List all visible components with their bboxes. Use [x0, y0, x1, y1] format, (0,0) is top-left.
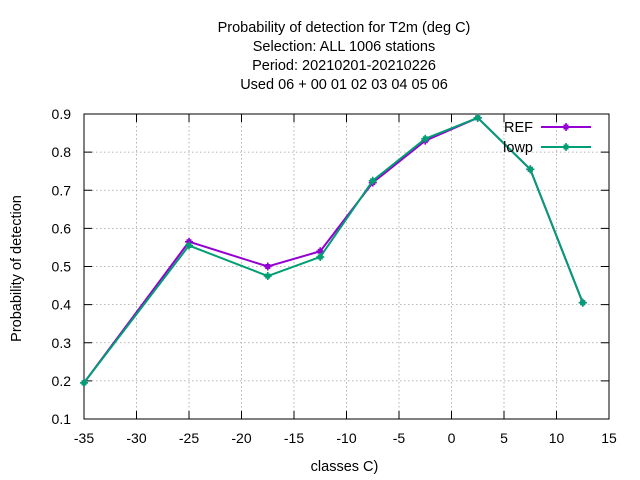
y-axis-tick-labels: 0.1 0.2 0.3 0.4 0.5 0.6 0.7 0.8 0.9 — [52, 106, 72, 427]
chart-title: Probability of detection for T2m (deg C)… — [218, 20, 471, 93]
data-point — [185, 241, 193, 250]
data-point — [578, 298, 587, 307]
legend-item: REF — [504, 120, 591, 136]
chart-title-line: Selection: ALL 1006 stations — [253, 39, 435, 55]
y-tick-label: 0.7 — [52, 182, 72, 198]
legend-item: lowp — [503, 140, 591, 156]
x-tick-label: 0 — [448, 430, 456, 446]
x-tick-label: -15 — [284, 430, 304, 446]
y-tick-label: 0.3 — [52, 335, 72, 351]
y-tick-label: 0.9 — [52, 106, 72, 122]
y-tick-label: 0.6 — [52, 220, 72, 236]
x-tick-label: -5 — [393, 430, 406, 446]
y-axis-label: Probability of detection — [9, 195, 25, 342]
chart-title-line: Used 06 + 00 01 02 03 04 05 06 — [240, 77, 448, 93]
x-tick-label: -30 — [126, 430, 146, 446]
x-tick-label: 5 — [500, 430, 508, 446]
legend-label: REF — [504, 120, 533, 136]
series-lowp — [80, 113, 587, 387]
y-tick-label: 0.2 — [52, 373, 72, 389]
y-tick-label: 0.1 — [52, 411, 72, 427]
legend: REF lowp — [503, 120, 591, 156]
series — [80, 113, 587, 387]
y-tick-label: 0.4 — [52, 297, 72, 313]
legend-label: lowp — [503, 140, 533, 156]
data-point — [421, 134, 430, 143]
x-axis-label: classes C) — [311, 459, 379, 475]
data-point — [263, 272, 272, 281]
x-tick-label: 15 — [601, 430, 617, 446]
x-axis-tick-labels: -35 -30 -25 -20 -15 -10 -5 0 5 10 15 — [74, 430, 617, 446]
data-point — [80, 378, 88, 387]
data-point — [368, 176, 377, 185]
y-tick-label: 0.5 — [52, 259, 72, 275]
legend-swatch-marker — [562, 123, 570, 131]
x-tick-label: -20 — [231, 430, 251, 446]
x-tick-label: -25 — [179, 430, 199, 446]
data-point — [263, 262, 272, 271]
data-point — [316, 252, 325, 261]
legend-swatch-marker — [562, 143, 570, 151]
data-point — [526, 165, 535, 174]
x-tick-label: -35 — [74, 430, 94, 446]
x-tick-label: -10 — [336, 430, 356, 446]
grid — [84, 114, 609, 419]
x-tick-label: 10 — [549, 430, 565, 446]
axis-ticks — [83, 113, 610, 420]
y-tick-label: 0.8 — [52, 144, 72, 160]
chart-title-line: Period: 20210201-20210226 — [252, 58, 436, 74]
data-point — [473, 113, 482, 122]
chart-title-line: Probability of detection for T2m (deg C) — [218, 20, 471, 36]
